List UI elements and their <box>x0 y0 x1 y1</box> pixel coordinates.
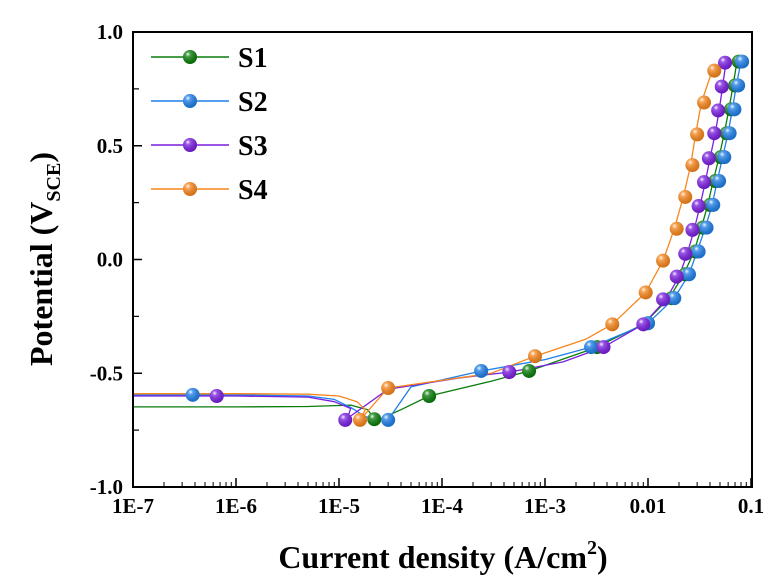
data-point-s3 <box>596 340 611 355</box>
legend: S1 S2 S3 S4 <box>151 43 268 206</box>
x-axis-title-sup: 2 <box>587 537 597 559</box>
data-point-s3 <box>656 292 671 307</box>
legend-item-s3: S3 <box>151 131 268 162</box>
data-point-s3 <box>707 126 722 141</box>
data-point-s4 <box>656 253 671 268</box>
y-tick-label: -1.0 <box>90 475 123 499</box>
data-point-s3 <box>338 412 353 427</box>
data-point-s3 <box>636 317 651 332</box>
data-point-s2 <box>722 126 737 141</box>
data-point-s3 <box>697 175 712 190</box>
marker-layer <box>185 54 750 427</box>
x-tick-label: 1E-7 <box>112 494 154 518</box>
data-point-s2 <box>474 363 489 378</box>
legend-marker <box>183 182 197 196</box>
legend-item-s1: S1 <box>151 43 268 74</box>
y-tick-label: -0.5 <box>90 361 123 385</box>
data-point-s3 <box>718 55 733 70</box>
legend-item-s2: S2 <box>151 87 268 118</box>
data-point-s4 <box>678 189 693 204</box>
y-axis: 1.0 0.5 0.0 -0.5 -1.0 <box>90 20 142 499</box>
data-point-s2 <box>584 340 599 355</box>
data-point-s3 <box>669 269 684 284</box>
data-point-s3 <box>685 222 700 237</box>
data-point-s2 <box>731 78 746 93</box>
x-tick-label: 0.01 <box>630 494 667 518</box>
x-axis: 1E-7 1E-6 1E-5 1E-4 1E-3 0.01 0.1 <box>112 478 764 518</box>
y-tick-label: 0.0 <box>97 248 123 272</box>
legend-marker <box>183 50 197 64</box>
data-point-s4 <box>381 381 396 396</box>
series-line-s2 <box>133 61 742 421</box>
data-point-s4 <box>638 285 653 300</box>
legend-label: S3 <box>238 131 268 162</box>
y-axis-title-main: Potential (V <box>23 202 59 366</box>
data-point-s1 <box>367 412 382 427</box>
legend-label: S1 <box>238 43 268 74</box>
legend-marker <box>183 94 197 108</box>
data-point-s2 <box>667 291 682 306</box>
x-tick-label: 1E-4 <box>421 494 464 518</box>
data-point-s4 <box>669 221 684 236</box>
data-point-s2 <box>681 267 696 282</box>
data-point-s2 <box>699 220 714 235</box>
x-tick-label: 1E-6 <box>215 494 257 518</box>
data-point-s3 <box>678 246 693 261</box>
data-point-s3 <box>701 151 716 166</box>
x-tick-label: 1E-5 <box>318 494 360 518</box>
y-axis-title-end: ) <box>23 152 59 163</box>
data-point-s4 <box>697 95 712 110</box>
data-point-s2 <box>381 412 396 427</box>
y-tick-label: 1.0 <box>97 20 123 44</box>
data-point-s2 <box>727 102 742 117</box>
data-point-s2 <box>706 197 721 212</box>
legend-label: S2 <box>238 87 268 118</box>
y-tick-label: 0.5 <box>97 134 123 158</box>
legend-item-s4: S4 <box>151 175 268 206</box>
data-point-s2 <box>712 174 727 189</box>
x-axis-title: Current density (A/cm2) <box>278 537 607 575</box>
series-layer <box>133 61 742 421</box>
x-axis-title-end: ) <box>597 539 608 575</box>
x-tick-label: 0.1 <box>738 494 764 518</box>
data-point-s3 <box>691 199 706 214</box>
data-point-s2 <box>185 387 200 402</box>
series-line-s4 <box>133 70 713 421</box>
x-axis-title-main: Current density (A/cm <box>278 539 587 575</box>
data-point-s3 <box>711 103 726 118</box>
data-point-s2 <box>735 54 750 69</box>
data-point-s3 <box>502 365 517 380</box>
data-point-s4 <box>528 349 543 364</box>
data-point-s4 <box>605 317 620 332</box>
series-line-s1 <box>133 61 738 420</box>
data-point-s2 <box>691 244 706 259</box>
legend-label: S4 <box>238 175 268 206</box>
x-tick-label: 1E-3 <box>524 494 566 518</box>
data-point-s1 <box>422 389 437 403</box>
y-axis-title: Potential (VSCE) <box>23 152 65 366</box>
series-line-s3 <box>133 62 727 421</box>
data-point-s4 <box>685 158 700 173</box>
legend-marker <box>183 138 197 152</box>
data-point-s4 <box>690 127 705 142</box>
y-axis-title-sub: SCE <box>43 163 65 202</box>
data-point-s3 <box>714 79 729 94</box>
data-point-s4 <box>707 63 722 78</box>
data-point-s1 <box>522 363 537 378</box>
data-point-s3 <box>209 389 224 403</box>
data-point-s4 <box>353 412 368 427</box>
data-point-s2 <box>717 150 732 165</box>
